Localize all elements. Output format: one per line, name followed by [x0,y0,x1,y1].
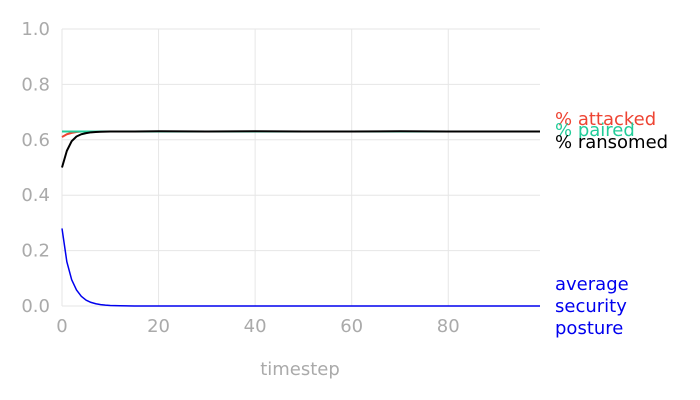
x-tick-label: 20 [147,316,170,337]
series-lines [61,130,540,307]
series-line-average-security-posture [61,228,540,307]
series-labels: % attacked% paired% ransomed average secur… [555,109,668,339]
x-tick-label: 0 [56,316,67,337]
x-axis-ticks: 0 20 40 60 80 [56,316,459,337]
series-line-ransomed [61,130,540,168]
x-tick-label: 60 [340,316,363,337]
grid-lines [61,28,540,307]
y-tick-label: 0.8 [21,74,50,95]
series-label: % ransomed [555,132,668,153]
y-tick-label: 0.0 [21,296,50,317]
y-axis-ticks: 0.0 0.2 0.4 0.6 0.8 1.0 [21,19,50,317]
y-tick-label: 1.0 [21,19,50,40]
y-tick-label: 0.4 [21,185,50,206]
x-tick-label: 80 [437,316,460,337]
series-label: % paired [555,120,635,141]
x-tick-label: 40 [244,316,267,337]
y-tick-label: 0.2 [21,241,50,262]
x-axis-title: timestep [260,359,340,380]
series-label: average security posture [555,274,629,339]
y-tick-label: 0.6 [21,130,50,151]
series-label: % attacked [555,109,656,130]
